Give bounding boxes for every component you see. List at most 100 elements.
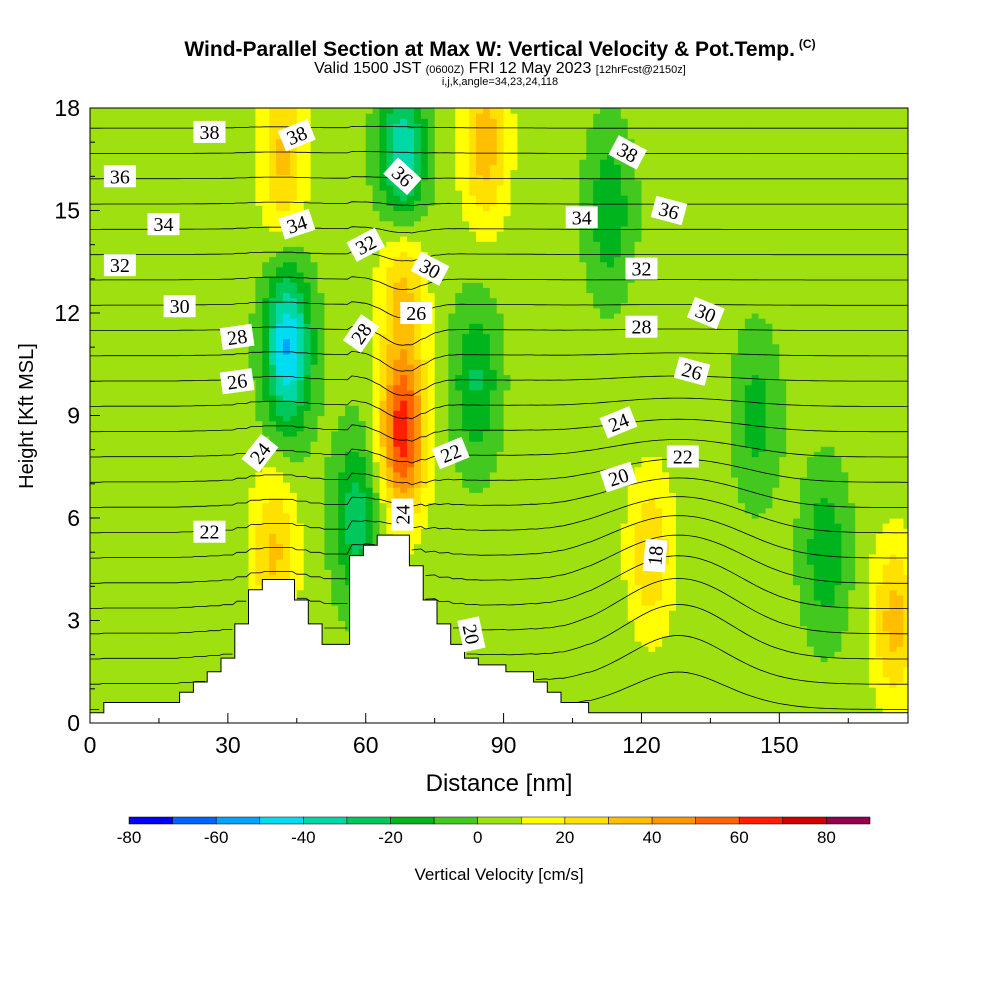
velocity-cell bbox=[227, 297, 236, 304]
velocity-cell bbox=[276, 405, 284, 411]
velocity-cell bbox=[345, 282, 353, 288]
velocity-cell bbox=[90, 441, 98, 447]
velocity-cell bbox=[90, 143, 98, 150]
velocity-cell bbox=[200, 405, 208, 411]
velocity-cell bbox=[158, 666, 167, 673]
velocity-cell bbox=[103, 343, 112, 350]
velocity-cell bbox=[283, 108, 291, 114]
velocity-cell bbox=[338, 128, 346, 135]
velocity-cell bbox=[96, 436, 105, 442]
velocity-cell bbox=[152, 656, 160, 663]
velocity-cell bbox=[117, 292, 126, 299]
velocity-cell bbox=[338, 641, 346, 647]
velocity-cell bbox=[351, 502, 360, 509]
velocity-cell bbox=[317, 149, 325, 155]
velocity-cell bbox=[200, 236, 208, 242]
velocity-cell bbox=[172, 430, 181, 437]
velocity-cell bbox=[358, 384, 367, 391]
velocity-cell bbox=[358, 523, 367, 529]
velocity-cell bbox=[179, 149, 188, 155]
velocity-cell bbox=[331, 338, 339, 345]
velocity-cell bbox=[200, 307, 208, 314]
velocity-cell bbox=[131, 425, 139, 432]
velocity-cell bbox=[345, 574, 353, 581]
velocity-cell bbox=[152, 184, 160, 191]
velocity-cell bbox=[124, 569, 132, 575]
velocity-cell bbox=[276, 123, 284, 130]
velocity-cell bbox=[310, 220, 319, 227]
velocity-cell bbox=[365, 512, 374, 519]
velocity-cell bbox=[310, 559, 319, 565]
velocity-cell bbox=[179, 338, 188, 345]
velocity-cell bbox=[172, 456, 181, 463]
velocity-cell bbox=[103, 364, 112, 370]
velocity-cell bbox=[117, 543, 126, 550]
velocity-cell bbox=[110, 533, 119, 540]
velocity-cell bbox=[248, 502, 256, 509]
velocity-cell bbox=[365, 133, 374, 140]
velocity-cell bbox=[179, 512, 188, 519]
velocity-cell bbox=[289, 108, 298, 114]
velocity-cell bbox=[200, 482, 208, 488]
velocity-cell bbox=[103, 374, 112, 381]
velocity-cell bbox=[131, 528, 139, 534]
velocity-cell bbox=[124, 497, 132, 504]
velocity-cell bbox=[310, 348, 319, 355]
velocity-cell bbox=[317, 143, 325, 150]
velocity-cell bbox=[276, 451, 284, 458]
velocity-cell bbox=[241, 518, 250, 524]
velocity-cell bbox=[358, 379, 367, 386]
velocity-cell bbox=[358, 210, 367, 217]
velocity-cell bbox=[310, 195, 319, 201]
velocity-cell bbox=[303, 446, 312, 452]
velocity-cell bbox=[310, 574, 319, 581]
velocity-cell bbox=[158, 692, 167, 698]
velocity-cell bbox=[117, 492, 126, 499]
velocity-cell bbox=[152, 333, 160, 340]
velocity-cell bbox=[241, 307, 250, 314]
velocity-cell bbox=[152, 343, 160, 350]
velocity-cell bbox=[200, 564, 208, 570]
velocity-cell bbox=[193, 497, 201, 504]
velocity-cell bbox=[186, 533, 194, 540]
velocity-cell bbox=[152, 159, 160, 165]
velocity-cell bbox=[179, 323, 188, 329]
velocity-cell bbox=[179, 461, 188, 468]
velocity-cell bbox=[241, 487, 250, 493]
velocity-cell bbox=[255, 512, 263, 519]
velocity-cell bbox=[296, 246, 305, 253]
velocity-cell bbox=[317, 615, 325, 622]
velocity-cell bbox=[110, 471, 119, 478]
velocity-cell bbox=[152, 133, 160, 140]
velocity-cell bbox=[372, 533, 381, 540]
velocity-cell bbox=[158, 610, 167, 616]
velocity-cell bbox=[331, 123, 339, 130]
velocity-cell bbox=[345, 359, 353, 365]
velocity-cell bbox=[186, 528, 194, 534]
velocity-cell bbox=[165, 507, 174, 514]
velocity-cell bbox=[331, 343, 339, 350]
velocity-cell bbox=[351, 313, 360, 319]
velocity-cell bbox=[351, 477, 360, 483]
velocity-cell bbox=[138, 215, 146, 222]
velocity-cell bbox=[345, 389, 353, 396]
velocity-cell bbox=[207, 477, 215, 483]
velocity-cell bbox=[324, 236, 332, 242]
velocity-cell bbox=[186, 369, 194, 376]
velocity-cell bbox=[234, 395, 243, 401]
velocity-cell bbox=[117, 518, 126, 524]
velocity-cell bbox=[331, 559, 339, 565]
velocity-cell bbox=[214, 256, 222, 263]
velocity-cell bbox=[152, 666, 160, 673]
velocity-cell bbox=[310, 241, 319, 247]
velocity-cell bbox=[117, 461, 126, 468]
velocity-cell bbox=[193, 641, 201, 647]
velocity-cell bbox=[345, 533, 353, 540]
velocity-cell bbox=[186, 333, 194, 340]
velocity-cell bbox=[331, 195, 339, 201]
velocity-cell bbox=[200, 430, 208, 437]
velocity-cell bbox=[262, 195, 270, 201]
velocity-cell bbox=[331, 528, 339, 534]
velocity-cell bbox=[283, 169, 291, 176]
velocity-cell bbox=[207, 246, 215, 253]
